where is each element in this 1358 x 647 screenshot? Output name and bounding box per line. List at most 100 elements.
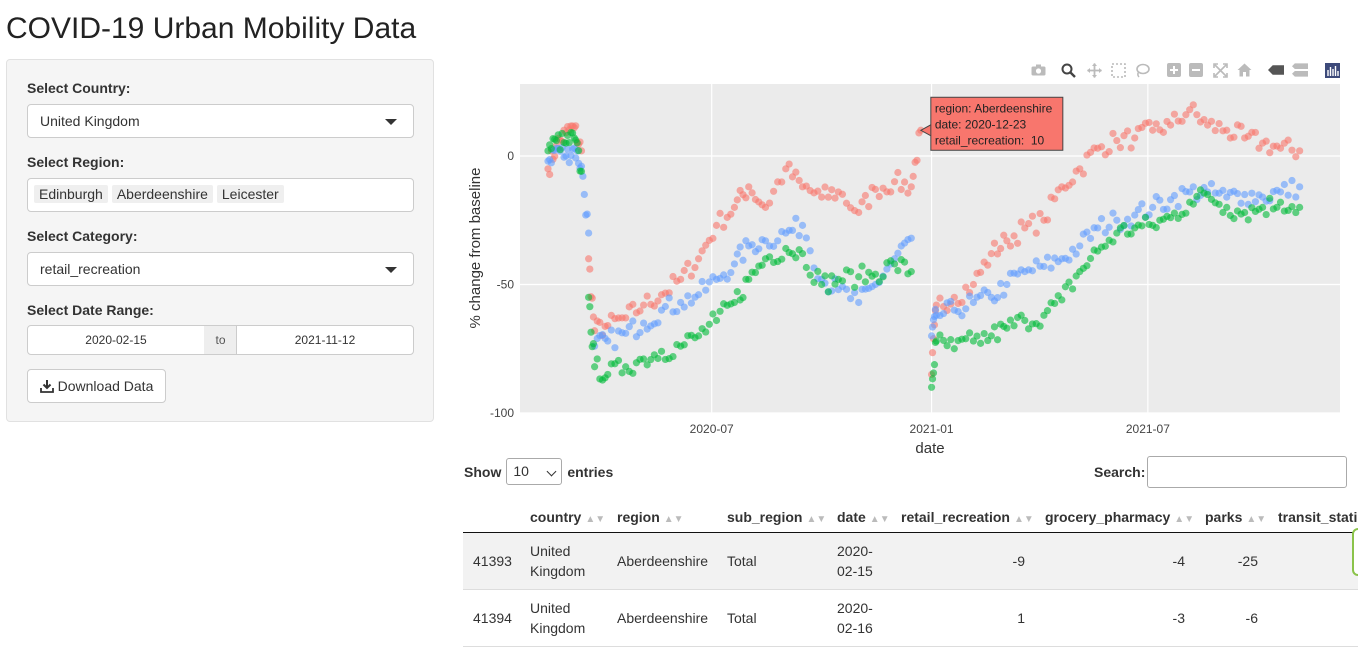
scatter-point[interactable] bbox=[810, 278, 818, 286]
column-header-sub-region[interactable]: sub_region ▲▼ bbox=[717, 502, 827, 533]
scatter-point[interactable] bbox=[1017, 218, 1025, 226]
scatter-point[interactable] bbox=[894, 249, 902, 257]
scatter-point[interactable] bbox=[636, 328, 644, 337]
scatter-point[interactable] bbox=[1047, 264, 1055, 272]
scatter-point[interactable] bbox=[828, 186, 836, 194]
scatter-point[interactable] bbox=[838, 277, 847, 285]
scatter-point[interactable] bbox=[614, 356, 623, 365]
scatter-point[interactable] bbox=[1127, 230, 1135, 238]
scatter-point[interactable] bbox=[904, 189, 912, 197]
scatter-point[interactable] bbox=[1051, 299, 1059, 308]
scatter-point[interactable] bbox=[1284, 136, 1292, 144]
region-tag[interactable]: Edinburgh bbox=[34, 185, 108, 203]
scatter-point[interactable] bbox=[591, 363, 599, 371]
scatter-point[interactable] bbox=[654, 297, 662, 305]
scatter-point[interactable] bbox=[792, 214, 800, 222]
scatter-point[interactable] bbox=[806, 247, 814, 255]
scatter-point[interactable] bbox=[1266, 194, 1274, 202]
scatter-point[interactable] bbox=[1189, 200, 1197, 208]
search-input[interactable] bbox=[1147, 456, 1348, 488]
scatter-point[interactable] bbox=[739, 293, 747, 302]
scatter-point[interactable] bbox=[928, 349, 937, 357]
column-header-date[interactable]: date ▲▼ bbox=[827, 502, 891, 533]
scatter-point[interactable] bbox=[846, 295, 855, 303]
scatter-point[interactable] bbox=[890, 178, 899, 186]
scatter-point[interactable] bbox=[1025, 219, 1033, 228]
scatter-point[interactable] bbox=[654, 354, 662, 363]
scatter-point[interactable] bbox=[883, 265, 891, 273]
scatter-point[interactable] bbox=[742, 194, 750, 202]
zoom-in-icon[interactable] bbox=[1166, 62, 1182, 78]
scatter-point[interactable] bbox=[907, 234, 915, 242]
scatter-point[interactable] bbox=[861, 191, 869, 200]
scatter-point[interactable] bbox=[573, 139, 581, 147]
scatter-point[interactable] bbox=[761, 237, 770, 245]
reset-axes-icon[interactable] bbox=[1236, 62, 1252, 78]
scatter-point[interactable] bbox=[684, 292, 692, 300]
scatter-point[interactable] bbox=[1036, 209, 1044, 218]
scatter-point[interactable] bbox=[997, 244, 1005, 253]
scatter-point[interactable] bbox=[947, 297, 955, 306]
scatter-point[interactable] bbox=[604, 337, 612, 345]
scatter-point[interactable] bbox=[1288, 176, 1296, 185]
scatter-point[interactable] bbox=[755, 245, 763, 253]
scatter-point[interactable] bbox=[680, 341, 688, 349]
scatter-point[interactable] bbox=[669, 352, 677, 361]
scatter-point[interactable] bbox=[818, 280, 826, 289]
scatter-point[interactable] bbox=[1120, 221, 1128, 230]
scatter-point[interactable] bbox=[1072, 250, 1080, 258]
scatter-point[interactable] bbox=[1280, 180, 1288, 189]
region-multiselect[interactable]: Edinburgh Aberdeenshire Leicester bbox=[27, 178, 414, 212]
autoscale-icon[interactable] bbox=[1212, 62, 1228, 78]
scatter-point[interactable] bbox=[842, 285, 851, 293]
scatter-point[interactable] bbox=[1065, 278, 1073, 286]
scatter-point[interactable] bbox=[1134, 205, 1142, 214]
scatter-point[interactable] bbox=[907, 268, 915, 276]
scatter-point[interactable] bbox=[1251, 128, 1260, 137]
scatter-point[interactable] bbox=[1145, 118, 1153, 127]
scatter-point[interactable] bbox=[1086, 254, 1095, 263]
scatter-point[interactable] bbox=[745, 183, 753, 191]
scatter-point[interactable] bbox=[1273, 203, 1281, 211]
scroll-handle[interactable] bbox=[1352, 528, 1358, 576]
scatter-point[interactable] bbox=[1276, 188, 1285, 196]
scatter-point[interactable] bbox=[1219, 186, 1227, 194]
scatter-point[interactable] bbox=[1262, 137, 1270, 145]
scatter-point[interactable] bbox=[939, 309, 948, 318]
scatter-point[interactable] bbox=[1244, 216, 1252, 224]
scatter-point[interactable] bbox=[824, 288, 832, 296]
scatter-point[interactable] bbox=[1000, 291, 1008, 299]
scatter-point[interactable] bbox=[821, 272, 829, 280]
scatter-point[interactable] bbox=[1292, 193, 1300, 201]
scatter-point[interactable] bbox=[1043, 253, 1052, 261]
scatter-point[interactable] bbox=[855, 208, 863, 217]
scatter-point[interactable] bbox=[1083, 262, 1091, 270]
scatter-point[interactable] bbox=[1223, 126, 1231, 134]
scatter-point[interactable] bbox=[1276, 144, 1285, 152]
scatter-point[interactable] bbox=[1248, 189, 1256, 197]
scatter-point[interactable] bbox=[798, 250, 807, 258]
scatter-point[interactable] bbox=[733, 196, 741, 204]
scatter-point[interactable] bbox=[993, 250, 1002, 258]
scatter-point[interactable] bbox=[723, 275, 731, 283]
scatter-point[interactable] bbox=[1215, 119, 1223, 128]
scatter-point[interactable] bbox=[1109, 209, 1117, 217]
scatter-point[interactable] bbox=[993, 293, 1002, 302]
category-select[interactable]: retail_recreation bbox=[27, 252, 414, 286]
scatter-point[interactable] bbox=[1186, 188, 1194, 196]
scatter-point[interactable] bbox=[748, 189, 756, 197]
scatter-point[interactable] bbox=[851, 289, 859, 297]
scatter-point[interactable] bbox=[969, 337, 978, 345]
scatter-point[interactable] bbox=[871, 270, 880, 278]
scatter-point[interactable] bbox=[846, 268, 855, 276]
scatter-point[interactable] bbox=[987, 250, 995, 258]
scatter-point[interactable] bbox=[751, 268, 760, 277]
scatter-point[interactable] bbox=[565, 139, 573, 147]
scatter-point[interactable] bbox=[1131, 134, 1139, 142]
scatter-point[interactable] bbox=[565, 159, 573, 167]
scatter-point[interactable] bbox=[1017, 311, 1025, 319]
scatter-point[interactable] bbox=[702, 286, 710, 294]
scatter-point[interactable] bbox=[838, 190, 847, 198]
scatter-point[interactable] bbox=[1068, 178, 1077, 186]
scatter-point[interactable] bbox=[593, 355, 601, 363]
